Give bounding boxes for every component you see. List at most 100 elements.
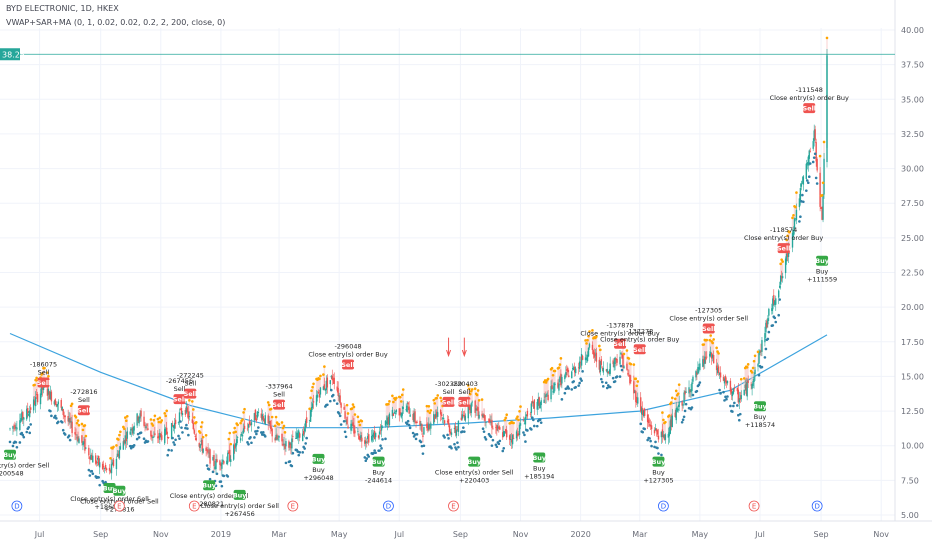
sar-dot — [337, 412, 341, 415]
sell-badge — [614, 338, 627, 349]
event-marker — [658, 500, 669, 512]
sar-dot — [351, 403, 355, 406]
sar-dot — [619, 364, 623, 368]
candle-body — [104, 464, 107, 469]
candle-body — [76, 437, 78, 439]
sar-dot — [467, 387, 471, 391]
candle-body — [61, 406, 63, 411]
candle-body — [436, 411, 438, 417]
signal-badge-text: Sell — [802, 105, 816, 113]
sar-dot — [646, 438, 649, 442]
candle-body — [158, 435, 160, 438]
sell-badge — [273, 399, 286, 410]
sar-dot — [786, 234, 789, 238]
sar-dot — [405, 422, 409, 426]
candle-body — [23, 417, 25, 420]
signal-profit: -296048 — [334, 343, 361, 351]
sar-dot — [805, 189, 808, 192]
candle-body — [656, 430, 659, 435]
sar-dot — [312, 382, 315, 386]
signal-label: Buy — [372, 469, 385, 477]
buy-badge — [233, 489, 246, 500]
sar-dot — [682, 415, 686, 419]
price-tick-label: 12.50 — [901, 407, 924, 416]
sar-dot — [380, 447, 383, 450]
candle-body — [226, 460, 228, 465]
candle-body — [333, 377, 335, 385]
sar-dot — [84, 434, 88, 438]
candle-body — [29, 410, 31, 418]
candle-body — [332, 379, 334, 381]
candle-body — [642, 410, 645, 416]
ma-200-polyline — [9, 332, 828, 429]
candle-body — [503, 430, 505, 437]
sar-dot — [580, 379, 583, 382]
sar-dot — [505, 413, 509, 417]
sar-dot — [480, 398, 484, 401]
sar-dot — [736, 404, 739, 407]
candle-body — [108, 467, 111, 471]
sar-dot — [629, 362, 633, 366]
candle-body — [768, 308, 770, 316]
candle-body — [122, 441, 125, 450]
candle-body — [53, 401, 56, 405]
sar-dot — [579, 377, 582, 381]
sar-dot — [33, 383, 36, 387]
candle-body — [264, 415, 266, 425]
signal-badge-text: Buy — [233, 491, 248, 499]
sar-dot — [551, 373, 555, 377]
sar-dot — [81, 428, 85, 432]
sar-dot — [29, 423, 32, 426]
sar-dot — [611, 376, 615, 380]
sar-dot — [97, 476, 100, 479]
sar-dot — [750, 371, 754, 374]
candle-body — [605, 369, 607, 371]
sar-dot — [723, 399, 726, 402]
candle-body — [257, 411, 260, 414]
candle-body — [685, 391, 687, 393]
candle-body — [414, 411, 416, 422]
sar-dot — [462, 426, 465, 429]
signal-label: Close entry(s) order Buy — [600, 335, 679, 343]
sar-dot — [635, 384, 639, 388]
sar-dot — [724, 395, 727, 399]
price-tick-label: 5.00 — [901, 511, 919, 520]
sar-dot — [413, 433, 417, 436]
sar-dot — [717, 352, 720, 355]
sar-dot — [90, 469, 94, 473]
sar-dot — [267, 403, 271, 407]
sar-dot — [476, 389, 480, 392]
sar-dot — [233, 426, 236, 430]
sar-dot — [407, 423, 411, 427]
sar-dot — [807, 175, 811, 179]
candle-body — [580, 353, 583, 366]
candle-body — [209, 449, 211, 464]
sar-dot — [378, 449, 381, 452]
candle-body — [578, 361, 581, 370]
candle-body — [752, 381, 754, 386]
sar-dot — [61, 428, 65, 432]
candle-body — [606, 368, 608, 373]
sar-dot — [343, 430, 347, 434]
sell-badge — [777, 243, 790, 254]
candle-body — [329, 380, 331, 385]
candle-body — [464, 415, 467, 421]
candle-body — [289, 442, 291, 446]
candle-body — [550, 386, 552, 400]
candle-body — [267, 415, 269, 424]
candle-body — [151, 434, 153, 438]
candle-body — [260, 413, 263, 418]
candle-body — [771, 308, 773, 311]
sar-dot — [780, 258, 783, 261]
sar-dot — [729, 404, 732, 408]
sar-dot — [67, 434, 71, 438]
candle-body — [546, 393, 548, 395]
candle-body — [298, 430, 300, 438]
sar-dot — [129, 446, 133, 450]
candle-body — [484, 415, 486, 422]
sar-dot — [526, 429, 529, 432]
candle-body — [119, 446, 122, 450]
candle-body — [254, 409, 257, 421]
sar-dot — [363, 456, 367, 459]
